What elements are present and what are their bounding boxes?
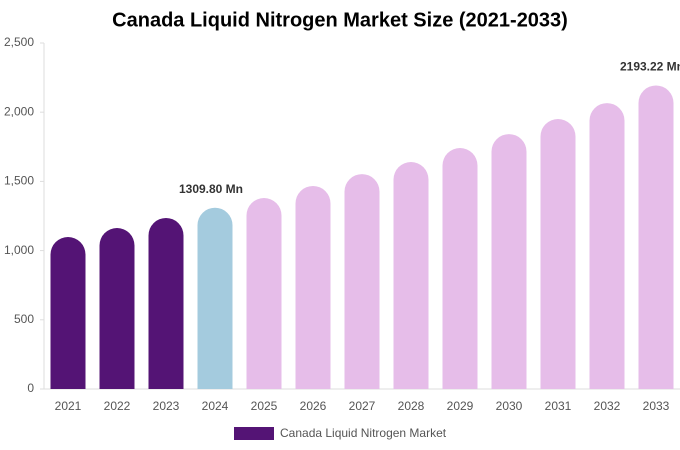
- bar: [99, 228, 135, 389]
- bar: [589, 103, 625, 389]
- x-tick-label: 2033: [643, 399, 670, 413]
- bar: [344, 174, 380, 389]
- y-tick-label: 1,000: [4, 243, 34, 257]
- x-tick-label: 2032: [594, 399, 621, 413]
- bar: [442, 148, 478, 389]
- bar: [148, 217, 184, 389]
- y-tick-label: 1,500: [4, 174, 34, 188]
- y-tick-label: 0: [27, 381, 34, 395]
- legend-swatch: [234, 427, 274, 440]
- x-tick-label: 2023: [153, 399, 180, 413]
- bar: [393, 162, 429, 389]
- x-tick-label: 2022: [104, 399, 131, 413]
- x-tick-label: 2031: [545, 399, 572, 413]
- y-tick-label: 500: [14, 312, 34, 326]
- x-tick-label: 2026: [300, 399, 327, 413]
- x-tick-label: 2027: [349, 399, 376, 413]
- x-tick-label: 2024: [202, 399, 229, 413]
- bar: [638, 85, 674, 390]
- x-tick-label: 2029: [447, 399, 474, 413]
- x-tick-label: 2025: [251, 399, 278, 413]
- bar: [50, 237, 86, 389]
- y-tick-label: 2,500: [4, 35, 34, 49]
- bar: [295, 185, 331, 389]
- bar: [491, 134, 527, 389]
- legend-label: Canada Liquid Nitrogen Market: [280, 426, 447, 440]
- data-label: 2193.22 Mn: [620, 60, 680, 74]
- x-tick-label: 2028: [398, 399, 425, 413]
- bar: [197, 207, 233, 389]
- data-label: 1309.80 Mn: [179, 182, 243, 196]
- chart-title: Canada Liquid Nitrogen Market Size (2021…: [112, 9, 568, 31]
- x-tick-label: 2021: [55, 399, 82, 413]
- y-tick-label: 2,000: [4, 104, 34, 118]
- bar: [246, 198, 282, 389]
- x-tick-label: 2030: [496, 399, 523, 413]
- bar: [540, 118, 576, 389]
